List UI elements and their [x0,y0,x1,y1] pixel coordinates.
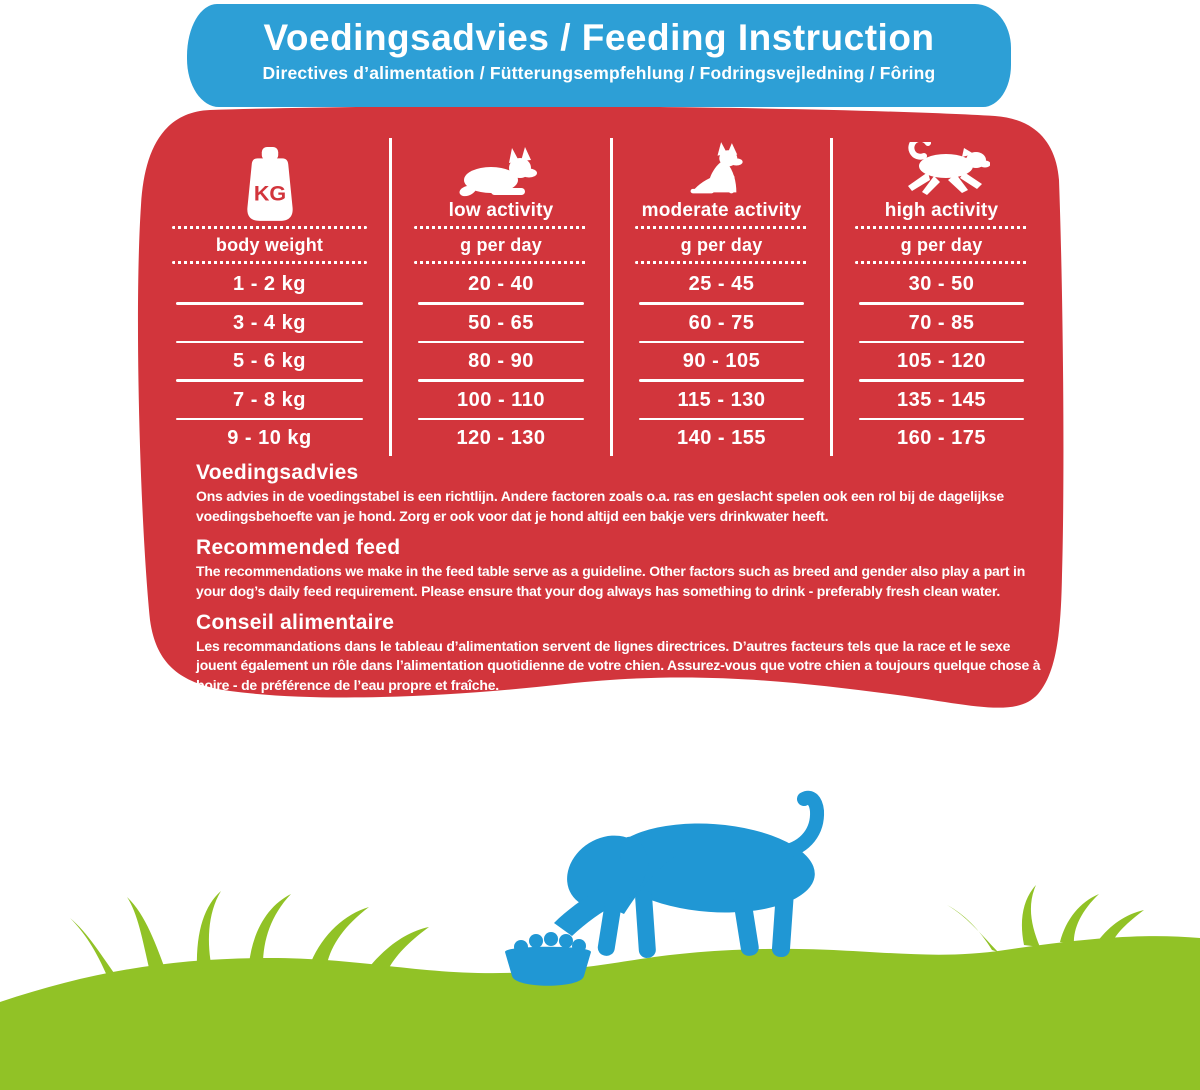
g-per-day-header: g per day [460,235,542,255]
table-cell: 120 - 130 [456,427,546,449]
dog-leaping-icon [907,142,990,195]
row-divider [639,379,804,382]
activity-label: high activity [884,200,999,221]
activity-label: low activity [448,200,554,221]
blue-dog-eating-silhouette [554,790,824,958]
row-divider [418,340,584,343]
kg-weight-icon: KG [246,147,293,221]
table-cell: 115 - 130 [677,388,766,411]
table-cell: 30 - 50 [908,273,975,295]
section-english: Recommended feed The recommendations we … [196,536,1044,602]
table-cell: 5 - 6 kg [233,350,306,372]
high-activity-icon-zone: high activity [853,138,1030,224]
row-divider [176,302,363,305]
section-body: Ons advies in de voedingstabel is een ri… [196,488,1004,524]
dog-sitting-icon [690,142,743,194]
dotted-divider [172,226,367,229]
activity-label: moderate activity [641,200,802,221]
moderate-activity-icon-zone: moderate activity [633,138,810,224]
table-cell: 135 - 145 [896,388,986,411]
row-divider [639,417,804,420]
row-divider [859,379,1024,382]
row-divider [859,302,1024,305]
kg-icon-label: KG [253,180,285,205]
row-divider [176,417,363,420]
section-heading: Recommended feed [196,535,401,559]
column-low-activity: low activity g per day 20 - 40 50 - 65 8… [392,138,613,456]
table-cell: 1 - 2 kg [233,273,306,295]
banner-title: Voedingsadvies / Feeding Instruction [263,17,935,58]
table-cell: 50 - 65 [468,311,534,334]
table-cell: 3 - 4 kg [233,311,306,334]
dotted-divider [414,261,588,264]
row-divider [418,302,584,305]
column-high-activity: high activity g per day 30 - 50 70 - 85 … [833,138,1050,456]
table-cell: 7 - 8 kg [233,388,306,411]
dog-lying-icon [459,147,537,197]
g-per-day-header: g per day [900,235,983,255]
column-moderate-activity: moderate activity g per day 25 - 45 60 -… [613,138,833,456]
section-body: Les recommandations dans le tableau d’al… [196,637,1041,694]
row-divider [176,340,363,343]
table-cell: 105 - 120 [896,350,986,372]
dotted-divider [414,226,588,229]
feeding-table: KG body weight 1 - 2 kg 3 - 4 kg 5 - 6 k… [150,138,1050,456]
g-per-day-header: g per day [680,235,763,255]
food-bowl-icon [505,932,591,986]
section-french: Conseil alimentaire Les recommandations … [196,611,1044,697]
row-divider [176,379,363,382]
row-divider [859,417,1024,420]
section-body: The recommendations we make in the feed … [196,562,1026,599]
dotted-divider [635,261,808,264]
table-cell: 70 - 85 [908,311,975,334]
row-divider [418,417,584,420]
low-activity-icon-zone: low activity [412,138,590,224]
body-weight-header: body weight [215,235,324,255]
table-cell: 80 - 90 [468,350,534,372]
header-banner: Voedingsadvies / Feeding Instruction Dir… [187,4,1011,107]
column-body-weight: KG body weight 1 - 2 kg 3 - 4 kg 5 - 6 k… [150,138,392,456]
dotted-divider [855,261,1028,264]
table-cell: 9 - 10 kg [227,427,312,449]
table-cell: 100 - 110 [457,388,545,411]
section-dutch: Voedingsadvies Ons advies in de voedings… [196,461,1044,527]
table-cell: 20 - 40 [468,273,534,295]
dotted-divider [855,226,1028,229]
table-cell: 25 - 45 [688,273,755,295]
row-divider [639,302,804,305]
banner-subtitle: Directives d’alimentation / Fütterungsem… [262,63,936,83]
dotted-divider [635,226,808,229]
row-divider [418,379,584,382]
table-cell: 60 - 75 [688,311,755,334]
table-cell: 90 - 105 [682,350,761,372]
table-cell: 140 - 155 [676,427,766,449]
table-cell: 160 - 175 [896,427,986,449]
section-heading: Voedingsadvies [196,461,359,484]
row-divider [859,340,1024,343]
grass-tuft-left [70,891,429,980]
grass-hill [0,936,1200,1090]
row-divider [639,340,804,343]
section-heading: Conseil alimentaire [196,610,395,634]
grass-tuft-right [947,885,1144,952]
body-weight-icon-zone: KG [170,138,369,224]
dotted-divider [172,261,367,264]
advice-sections: Voedingsadvies Ons advies in de voedings… [196,452,1044,696]
